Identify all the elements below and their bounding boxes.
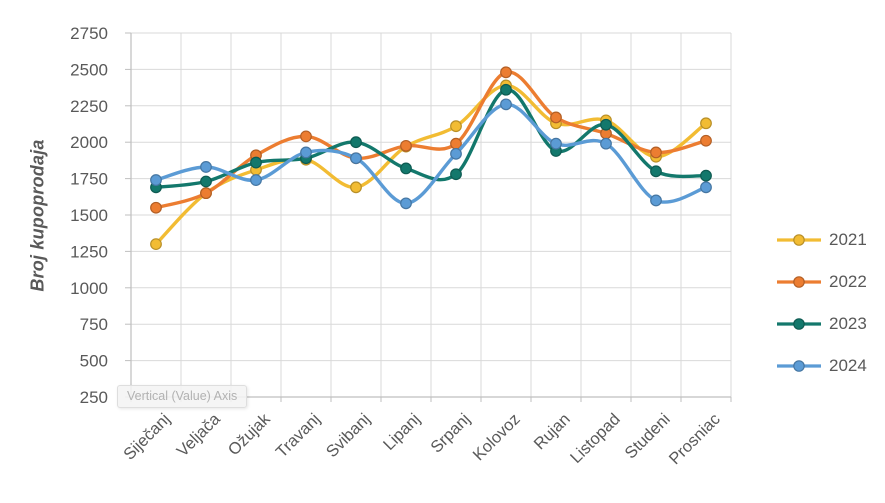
chart-legend: 2021 2022 2023 2024	[776, 226, 867, 394]
data-point-2022[interactable]	[500, 66, 512, 79]
x-tick-label: Rujan	[531, 410, 574, 453]
data-point-2021[interactable]	[450, 120, 462, 133]
x-tick-label: Listopad	[567, 410, 624, 467]
data-point-2023[interactable]	[600, 118, 612, 131]
y-tick-label: 1500	[70, 206, 108, 225]
data-point-2024[interactable]	[250, 174, 262, 186]
data-point-2021[interactable]	[700, 117, 712, 130]
y-tick-label: 750	[80, 315, 108, 334]
y-tick-label: 500	[80, 352, 108, 371]
data-point-2022[interactable]	[200, 187, 212, 200]
legend-item-2024[interactable]: 2024	[776, 352, 867, 380]
data-point-2022[interactable]	[300, 130, 312, 143]
x-tick-label: Svibanj	[323, 410, 374, 461]
legend-label-2024: 2024	[829, 356, 867, 375]
y-axis-labels: 2750 2500 2250 2000 1750 1500 1250 1000 750 500 25…	[70, 24, 108, 407]
data-point-2023[interactable]	[450, 168, 462, 181]
y-tick-label: 2000	[70, 133, 108, 152]
data-point-2021[interactable]	[150, 238, 162, 251]
data-point-2022[interactable]	[550, 111, 562, 124]
x-tick-label: Travanj	[273, 410, 324, 461]
y-tick-label: 2500	[70, 60, 108, 79]
data-point-2023[interactable]	[650, 165, 662, 178]
data-point-2023[interactable]	[400, 162, 412, 175]
data-point-2024[interactable]	[350, 152, 362, 165]
y-tick-label: 1750	[70, 170, 108, 189]
y-tick-label: 1000	[70, 279, 108, 298]
data-point-2024[interactable]	[150, 174, 162, 186]
gridlines	[130, 32, 732, 398]
data-point-2023[interactable]	[250, 156, 262, 169]
legend-label-2023: 2023	[829, 314, 867, 333]
data-point-2024[interactable]	[650, 194, 662, 207]
x-tick-label: Lipanj	[380, 410, 424, 454]
y-tick-label: 2250	[70, 97, 108, 116]
x-tick-label: Siječanj	[120, 410, 174, 464]
axis-tooltip-text: Vertical (Value) Axis	[127, 389, 238, 403]
data-point-2024[interactable]	[550, 137, 562, 150]
y-tick-label: 2750	[70, 24, 108, 43]
legend-marker-2022	[777, 276, 821, 288]
data-point-2023[interactable]	[500, 83, 512, 96]
legend-marker-2024	[777, 360, 821, 372]
series-2024[interactable]	[150, 98, 712, 210]
legend-label-2022: 2022	[829, 272, 867, 291]
data-point-2022[interactable]	[400, 139, 412, 152]
data-point-2022[interactable]	[650, 146, 662, 159]
data-point-2023[interactable]	[200, 175, 212, 188]
data-point-2024[interactable]	[600, 137, 612, 150]
data-point-2024[interactable]	[700, 181, 712, 194]
data-point-2024[interactable]	[300, 146, 312, 159]
data-point-2021[interactable]	[350, 181, 362, 194]
data-point-2022[interactable]	[700, 134, 712, 147]
x-tick-label: Kolovoz	[470, 410, 524, 464]
legend-item-2023[interactable]: 2023	[776, 310, 867, 338]
data-point-2022[interactable]	[150, 201, 162, 214]
y-axis-title: Broj kupoprodaja	[27, 139, 48, 292]
data-point-2024[interactable]	[450, 147, 462, 160]
data-point-2024[interactable]	[400, 197, 412, 210]
legend-item-2021[interactable]: 2021	[776, 226, 867, 254]
legend-marker-2021	[777, 234, 821, 246]
x-tick-label: Prosniac	[666, 410, 724, 468]
data-point-2023[interactable]	[350, 136, 362, 149]
y-tick-label: 1250	[70, 242, 108, 261]
x-tick-label: Veljača	[173, 410, 224, 461]
axes	[125, 32, 732, 402]
legend-marker-2023	[777, 318, 821, 330]
legend-label-2021: 2021	[829, 230, 867, 249]
x-tick-label: Srpanj	[427, 410, 473, 456]
x-tick-label: Ožujak	[225, 410, 275, 460]
axis-hover-tooltip: Vertical (Value) Axis	[117, 385, 248, 408]
legend-item-2022[interactable]: 2022	[776, 268, 867, 296]
data-point-2023[interactable]	[700, 169, 712, 182]
data-point-2024[interactable]	[200, 161, 212, 173]
y-tick-label: 250	[80, 388, 108, 407]
data-point-2024[interactable]	[500, 98, 512, 111]
